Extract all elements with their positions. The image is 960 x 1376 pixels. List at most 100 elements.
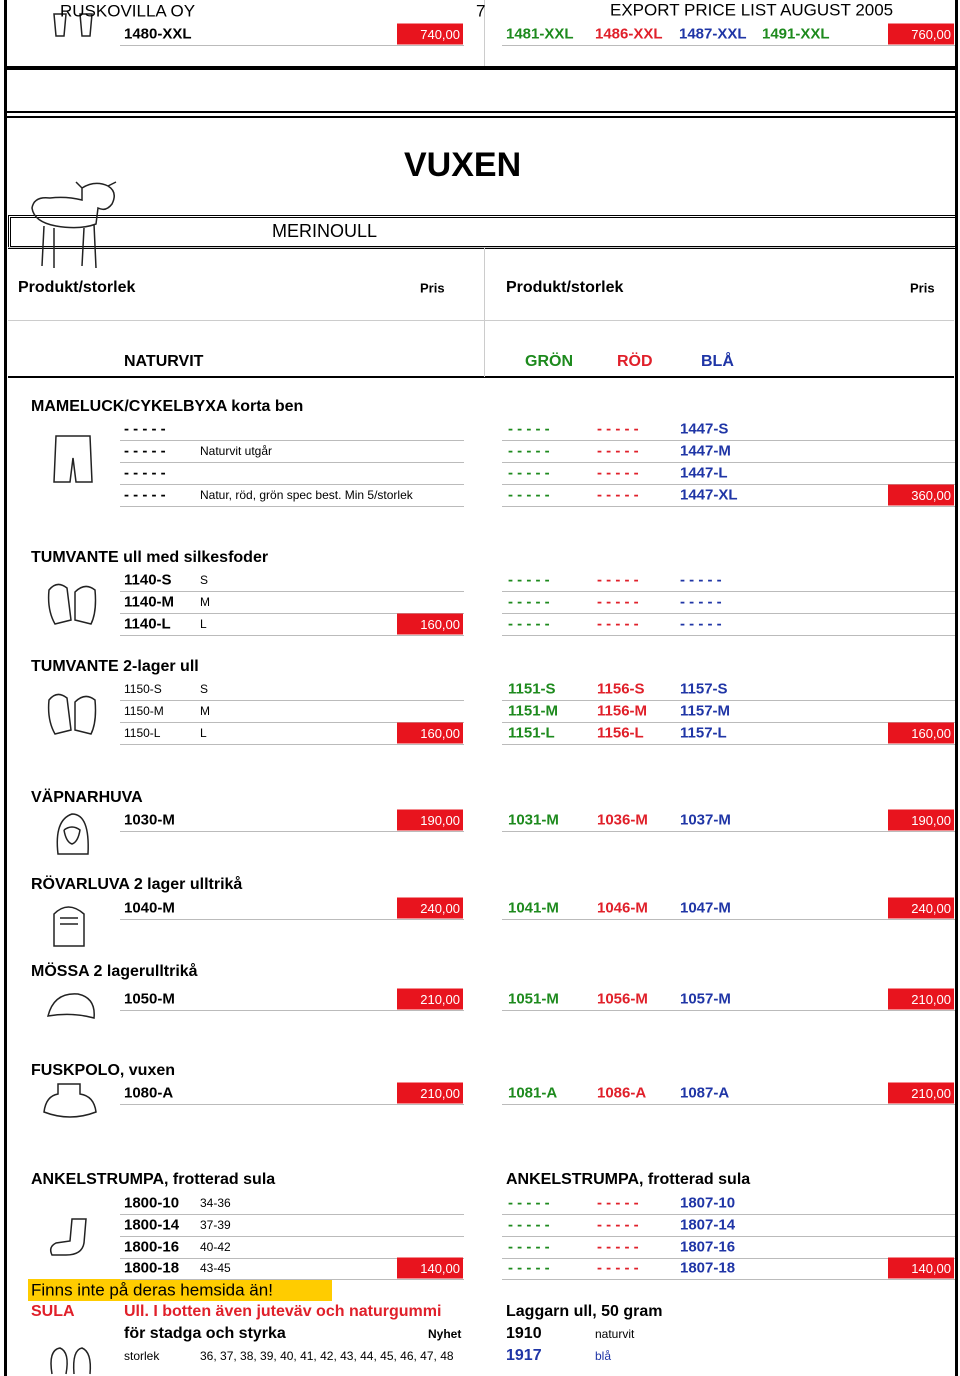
color-header: GRÖN xyxy=(525,353,573,370)
underline xyxy=(502,700,955,701)
price: 160,00 xyxy=(420,616,460,632)
price-box: 140,00 xyxy=(888,1257,954,1279)
green: - - - - - xyxy=(508,1216,550,1234)
red: - - - - - xyxy=(597,593,639,611)
lamb-icon xyxy=(31,181,117,269)
underline xyxy=(502,744,955,745)
price-box: 760,00 xyxy=(888,23,954,45)
blue: 1157-S xyxy=(680,680,728,698)
price: 210,00 xyxy=(420,991,460,1007)
green: - - - - - xyxy=(508,464,550,482)
green: 1081-A xyxy=(508,1084,558,1102)
product-code: 1140-M xyxy=(124,593,175,611)
price-box: 190,00 xyxy=(397,809,463,831)
product-code: 1150-L xyxy=(124,726,161,740)
section-subtitle: MERINOULL xyxy=(272,221,378,241)
collar-icon xyxy=(43,1083,97,1118)
column-header: Produkt/storlek xyxy=(18,279,136,296)
blue: - - - - - xyxy=(680,571,722,589)
color-header: BLÅ xyxy=(701,353,734,370)
price-box: 190,00 xyxy=(888,809,954,831)
sock-icon xyxy=(49,1218,87,1256)
underline xyxy=(120,1214,464,1215)
product-code: 1050-M xyxy=(124,990,175,1008)
underline xyxy=(120,440,464,441)
list-title: EXPORT PRICE LIST AUGUST 2005 xyxy=(610,0,894,20)
subtitle-box xyxy=(8,215,958,249)
price: 360,00 xyxy=(911,487,951,503)
insole-icon xyxy=(50,1347,92,1375)
blue: 1807-16 xyxy=(680,1238,736,1256)
rule xyxy=(8,320,954,321)
size: 40-42 xyxy=(200,1240,231,1254)
green: 1041-M xyxy=(508,899,559,917)
green: - - - - - xyxy=(508,1238,550,1256)
price: 160,00 xyxy=(911,725,951,741)
red: 1086-A xyxy=(597,1084,647,1102)
product-code: 1140-L xyxy=(124,615,171,633)
group-title: VÄPNARHUVA xyxy=(31,789,143,806)
price: 190,00 xyxy=(911,812,951,828)
product-code: - - - - - xyxy=(124,420,166,438)
text: Ull. I botten även juteväv och naturgumm… xyxy=(124,1303,442,1320)
tag: Nyhet xyxy=(428,1327,462,1341)
color-header: NATURVIT xyxy=(124,353,204,370)
green: - - - - - xyxy=(508,442,550,460)
green: - - - - - xyxy=(508,486,550,504)
blue: 1157-L xyxy=(680,724,727,742)
underline xyxy=(120,462,464,463)
product-code: 1800-10 xyxy=(124,1194,180,1212)
price: 240,00 xyxy=(911,900,951,916)
red: 1046-M xyxy=(597,899,648,917)
product-code: 1800-14 xyxy=(124,1216,180,1234)
blue: 1157-M xyxy=(680,702,731,720)
underline xyxy=(502,484,955,485)
price-box: 210,00 xyxy=(888,1082,954,1104)
price-box: 210,00 xyxy=(397,988,463,1010)
price-box: 160,00 xyxy=(397,613,463,635)
price-box: 240,00 xyxy=(397,897,463,919)
blue: 1047-M xyxy=(680,899,731,917)
price: 210,00 xyxy=(911,991,951,1007)
size: 34-36 xyxy=(200,1196,231,1210)
blue: 1057-M xyxy=(680,990,731,1008)
product-code: 1800-18 xyxy=(124,1259,180,1277)
frame-rule xyxy=(4,111,958,113)
rule xyxy=(8,247,954,248)
green: - - - - - xyxy=(508,420,550,438)
blue: 1087-A xyxy=(680,1084,730,1102)
underline xyxy=(502,919,955,920)
underline xyxy=(120,1236,464,1237)
product-code: - - - - - xyxy=(124,442,166,460)
group-title: FUSKPOLO, vuxen xyxy=(31,1062,176,1079)
underline xyxy=(502,1104,955,1105)
size: S xyxy=(200,682,209,696)
red: 1156-M xyxy=(597,702,648,720)
red: - - - - - xyxy=(597,464,639,482)
company: RUSKOVILLA OY xyxy=(60,1,196,21)
small-label: storlek xyxy=(124,1349,160,1363)
red: 1056-M xyxy=(597,990,648,1008)
price: 160,00 xyxy=(420,725,460,741)
blue: 1447-S xyxy=(680,420,729,438)
divider xyxy=(484,247,485,377)
underline xyxy=(120,831,464,832)
product-code: 1150-M xyxy=(124,704,164,718)
underline xyxy=(502,1258,955,1259)
blue: 1807-10 xyxy=(680,1194,736,1212)
red: - - - - - xyxy=(597,1259,639,1277)
group-title: ANKELSTRUMPA, frotterad sula xyxy=(506,1171,751,1188)
underline xyxy=(502,635,955,636)
product-code: 1030-M xyxy=(124,811,175,829)
underline xyxy=(120,484,464,485)
price-box: 140,00 xyxy=(397,1257,463,1279)
price-box: 360,00 xyxy=(888,484,954,506)
underline xyxy=(120,919,464,920)
red: - - - - - xyxy=(597,442,639,460)
group-title: MÖSSA 2 lagerulltrikå xyxy=(31,963,198,980)
blue: 1037-M xyxy=(680,811,731,829)
price-box: 210,00 xyxy=(397,1082,463,1104)
blue: 1447-XL xyxy=(680,486,738,504)
code: 1910 xyxy=(506,1325,542,1342)
size: L xyxy=(200,617,207,631)
